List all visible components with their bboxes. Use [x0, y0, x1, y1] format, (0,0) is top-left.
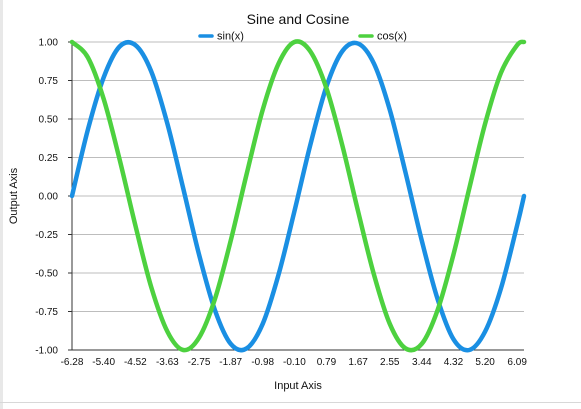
series-line-cos — [69, 39, 527, 353]
y-tick-label: -0.50 — [35, 269, 58, 280]
legend: sin(x) cos(x) — [198, 31, 407, 43]
x-tick-label: 6.09 — [507, 357, 527, 368]
x-tick-label: 4.32 — [444, 357, 464, 368]
x-tick-label: -3.63 — [156, 357, 179, 368]
legend-label: sin(x) — [217, 31, 244, 43]
series-line-sin — [69, 40, 527, 353]
y-tick-label: 0.00 — [39, 192, 59, 203]
y-tick-labels: 1.00 0.75 0.50 0.25 0.00 -0.25 -0.50 -0.75 -1.00 — [35, 38, 58, 357]
series-lines — [69, 39, 527, 353]
legend-label: cos(x) — [377, 31, 407, 43]
x-tick-label: -4.52 — [124, 357, 147, 368]
x-tick-label: 3.44 — [412, 357, 432, 368]
x-tick-label: -1.87 — [219, 357, 242, 368]
y-tick-label: 1.00 — [39, 38, 59, 49]
x-tick-label: -0.10 — [283, 357, 306, 368]
y-axis-label: Output Axis — [8, 167, 20, 224]
y-tick-label: -1.00 — [35, 346, 58, 357]
y-tick-label: -0.25 — [35, 230, 58, 241]
x-tick-label: 1.67 — [348, 357, 368, 368]
y-tick-label: 0.25 — [39, 153, 59, 164]
x-axis-label: Input Axis — [274, 380, 322, 392]
x-tick-label: 2.55 — [380, 357, 400, 368]
x-tick-label: -6.28 — [61, 357, 84, 368]
x-tick-label: -5.40 — [92, 357, 115, 368]
page-divider — [0, 402, 581, 403]
x-tick-label: 5.20 — [475, 357, 495, 368]
chart-title: Sine and Cosine — [247, 11, 350, 27]
x-tick-labels: -6.28 -5.40 -4.52 -3.63 -2.75 -1.87 -0.98 -0.10… — [61, 357, 528, 368]
x-tick-label: -0.98 — [251, 357, 274, 368]
x-tick-label: -2.75 — [188, 357, 211, 368]
y-tick-label: 0.50 — [39, 115, 59, 126]
window-edge — [0, 0, 3, 409]
y-tick-label: 0.75 — [39, 76, 59, 87]
x-tick-label: 0.79 — [317, 357, 337, 368]
y-tick-label: -0.75 — [35, 307, 58, 318]
